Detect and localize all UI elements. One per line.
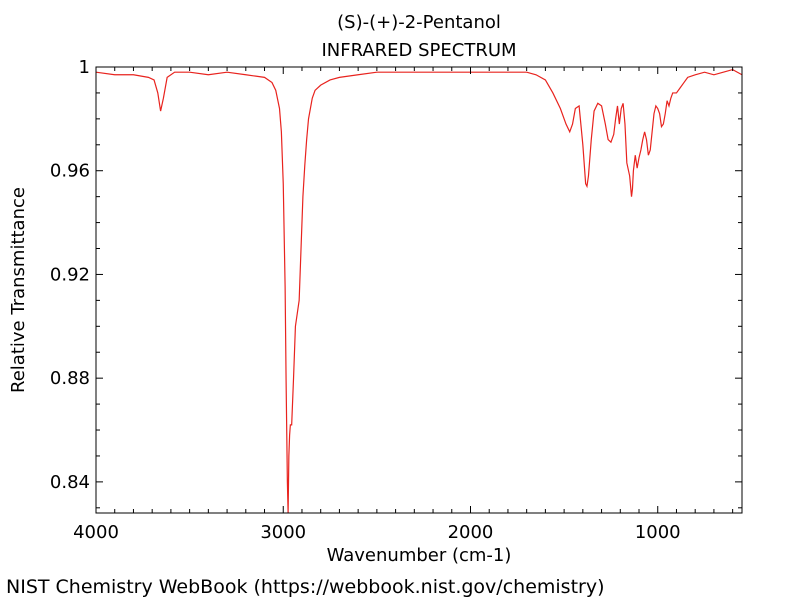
x-tick-label: 1000 [635,522,681,543]
x-tick-label: 3000 [260,522,306,543]
y-tick-label: 0.92 [50,264,90,285]
y-tick-label: 0.96 [50,161,90,182]
x-tick-label: 2000 [448,522,494,543]
y-tick-label: 1 [79,57,90,78]
chart-title: (S)-(+)-2-Pentanol [337,12,501,33]
y-axis-label: Relative Transmittance [8,187,29,393]
series-line-0 [96,68,742,513]
y-tick-label: 0.88 [50,368,90,389]
x-tick-label: 4000 [73,522,119,543]
chart-subtitle: INFRARED SPECTRUM [321,40,516,61]
plot-frame [95,66,743,514]
source-footer: NIST Chemistry WebBook (https://webbook.… [6,576,605,598]
x-axis-label: Wavenumber (cm-1) [327,545,512,566]
y-tick-label: 0.84 [50,472,90,493]
